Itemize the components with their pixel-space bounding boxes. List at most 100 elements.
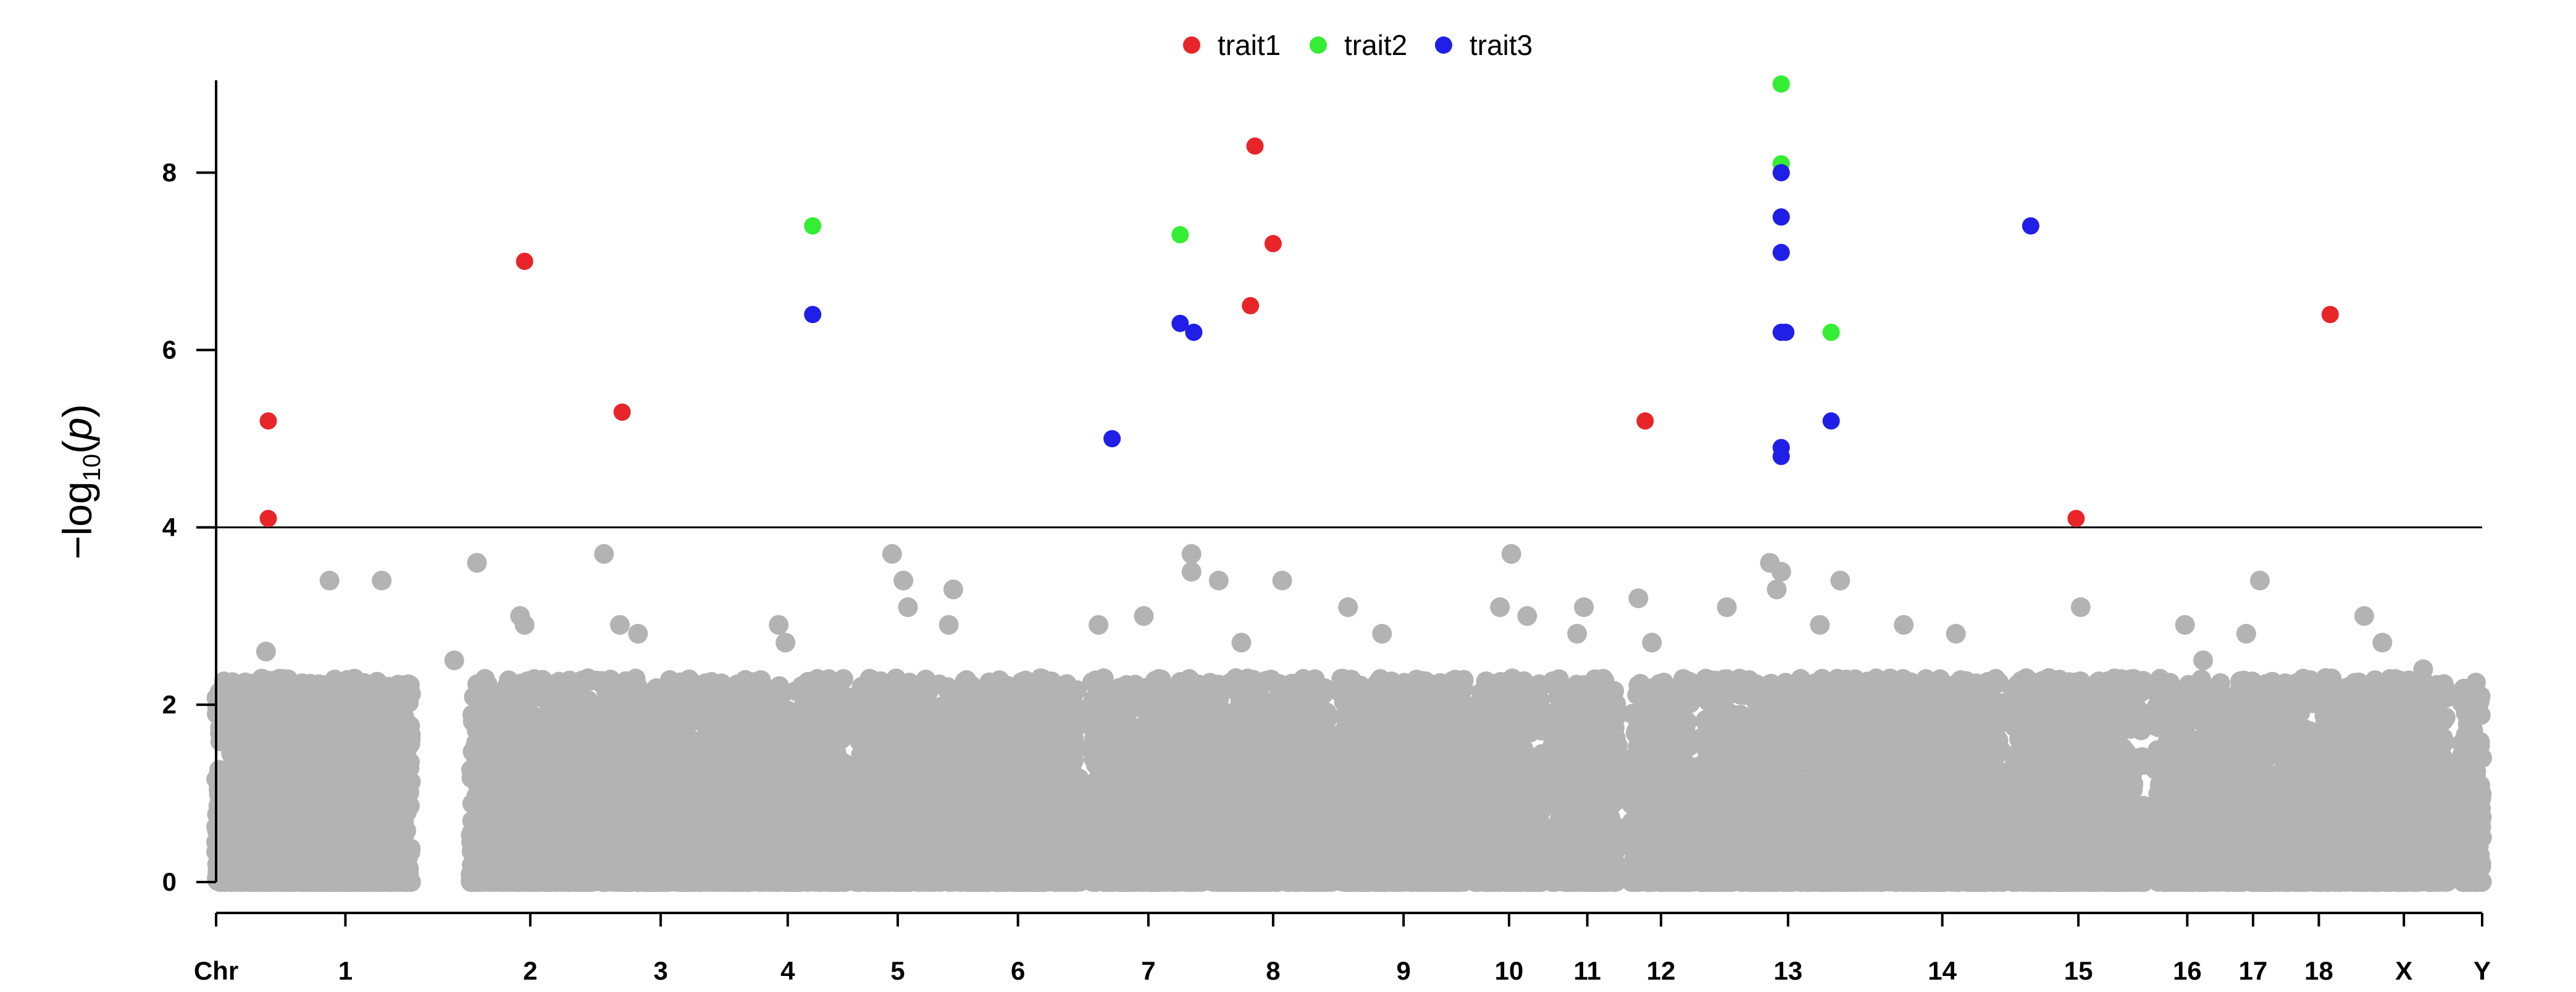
background-point xyxy=(672,872,693,892)
background-point xyxy=(401,729,421,750)
background-point xyxy=(595,852,615,873)
background-point xyxy=(312,813,332,834)
background-point xyxy=(331,710,351,730)
background-point xyxy=(689,823,709,843)
background-point xyxy=(366,831,387,851)
background-point xyxy=(510,702,530,722)
background-point xyxy=(210,722,230,742)
background-point xyxy=(385,846,406,866)
background-point xyxy=(619,831,640,851)
background-point xyxy=(567,870,587,891)
background-point xyxy=(464,864,485,884)
background-point xyxy=(540,872,561,892)
chromosome-1-points xyxy=(206,668,421,892)
background-point xyxy=(261,823,281,843)
background-point xyxy=(328,861,348,881)
chromosome-2-points xyxy=(461,668,608,892)
background-point xyxy=(675,725,695,745)
background-point xyxy=(514,812,534,832)
background-point xyxy=(556,771,577,791)
background-point xyxy=(550,830,571,850)
background-point xyxy=(538,721,559,741)
background-point xyxy=(638,714,659,734)
background-point xyxy=(231,814,251,834)
background-point xyxy=(524,791,544,812)
background-point xyxy=(230,860,251,880)
background-point xyxy=(532,670,553,690)
background-point xyxy=(283,776,303,797)
background-point xyxy=(275,871,296,891)
background-point xyxy=(317,788,337,809)
background-point xyxy=(632,750,652,770)
background-point xyxy=(690,737,711,757)
background-point xyxy=(491,781,512,802)
background-point xyxy=(488,816,509,836)
background-point xyxy=(215,767,235,787)
background-point xyxy=(672,805,692,826)
background-point xyxy=(650,745,671,765)
background-point xyxy=(304,713,324,734)
chromosome-4-points xyxy=(716,669,857,892)
background-point xyxy=(354,756,374,776)
background-point xyxy=(560,805,580,826)
background-point xyxy=(467,674,487,694)
background-point xyxy=(251,842,271,862)
background-point xyxy=(399,692,419,713)
background-point xyxy=(574,758,594,778)
background-point xyxy=(207,869,228,889)
background-point xyxy=(348,708,369,728)
background-point xyxy=(698,766,719,786)
background-point xyxy=(332,729,352,749)
background-point xyxy=(638,778,659,798)
background-point xyxy=(246,749,266,768)
background-point xyxy=(625,813,646,834)
background-point xyxy=(600,825,620,845)
background-point xyxy=(524,752,545,773)
background-point xyxy=(630,733,650,754)
background-point xyxy=(593,758,614,778)
background-point xyxy=(246,720,267,741)
background-point xyxy=(336,779,356,799)
background-point xyxy=(696,846,716,867)
background-point xyxy=(511,839,532,860)
background-point xyxy=(387,762,407,783)
background-point xyxy=(382,696,403,717)
background-point xyxy=(601,673,621,692)
background-point xyxy=(461,825,482,846)
background-point xyxy=(366,711,386,731)
background-point xyxy=(337,683,357,702)
background-point xyxy=(677,706,698,726)
background-point xyxy=(293,757,313,778)
background-point xyxy=(662,835,682,855)
background-point xyxy=(495,867,516,887)
background-point xyxy=(613,738,633,759)
background-point xyxy=(469,717,489,738)
background-point xyxy=(382,725,402,745)
background-point xyxy=(620,786,640,807)
background-point xyxy=(655,697,675,718)
background-point xyxy=(347,828,367,849)
background-point xyxy=(617,766,638,786)
background-point xyxy=(613,700,634,720)
background-point xyxy=(279,694,299,714)
background-point xyxy=(590,717,611,738)
background-point xyxy=(243,692,264,713)
chromosome-3-points xyxy=(590,668,734,892)
background-point xyxy=(288,818,308,839)
background-point xyxy=(316,687,336,707)
background-point xyxy=(390,796,411,817)
background-point xyxy=(625,668,646,689)
background-points-layer xyxy=(206,544,2492,892)
background-point xyxy=(507,758,527,778)
background-point xyxy=(297,737,317,757)
background-point xyxy=(553,742,572,763)
background-point xyxy=(593,700,613,721)
background-point xyxy=(461,760,481,780)
background-point xyxy=(541,792,561,812)
background-point xyxy=(646,814,666,834)
background-point xyxy=(500,739,520,759)
background-point xyxy=(222,672,243,692)
background-point xyxy=(686,675,706,695)
background-point xyxy=(364,872,385,892)
